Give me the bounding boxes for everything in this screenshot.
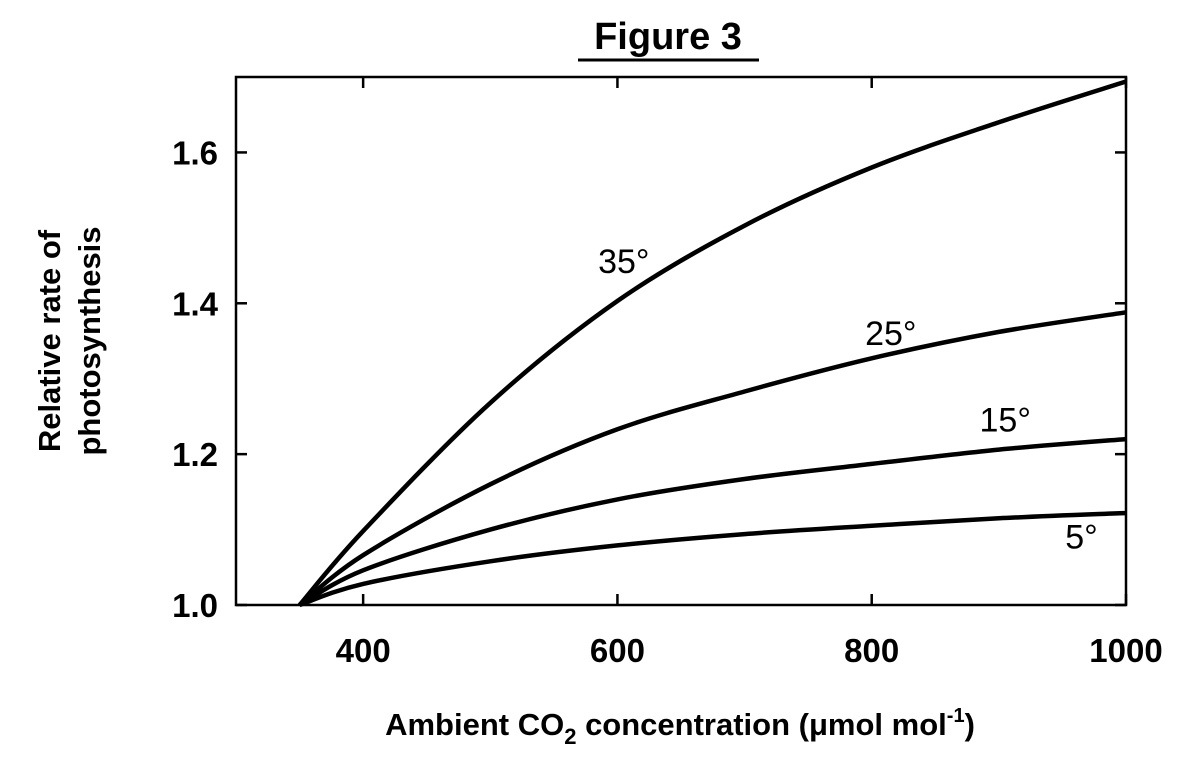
y-tick-label: 1.6 bbox=[172, 134, 218, 171]
ticks: 400 600 800 1000 1.0 1.2 1.4 1.6 bbox=[172, 77, 1163, 669]
series-label: 5° bbox=[1065, 518, 1098, 556]
series-label: 35° bbox=[598, 243, 649, 281]
series-line bbox=[298, 436, 1127, 607]
x-axis-label-subscript: 2 bbox=[564, 724, 576, 749]
x-tick-label: 400 bbox=[336, 632, 391, 669]
y-tick-label: 1.0 bbox=[172, 587, 218, 624]
x-axis-label-superscript: -1 bbox=[947, 705, 965, 727]
series-line bbox=[298, 510, 1127, 608]
y-tick-label: 1.4 bbox=[172, 285, 219, 322]
y-tick-label: 1.2 bbox=[172, 436, 218, 473]
x-tick-label: 1000 bbox=[1089, 632, 1162, 669]
series-label: 15° bbox=[980, 402, 1031, 440]
series-line bbox=[298, 310, 1127, 607]
y-axis-label-line-2: photosynthesis bbox=[72, 226, 107, 455]
y-axis-label-line-1: Relative rate of bbox=[32, 229, 67, 452]
series-line bbox=[297, 79, 1127, 607]
series-labels: 35° 25° 15° 5° bbox=[598, 243, 1098, 556]
x-axis-label-main: Ambient CO bbox=[385, 707, 564, 742]
x-tick-label: 800 bbox=[844, 632, 899, 669]
curves bbox=[297, 79, 1127, 608]
plot-frame bbox=[234, 75, 1128, 607]
x-axis-label-rest: concentration (μmol mol bbox=[576, 707, 946, 742]
series-label: 25° bbox=[865, 315, 916, 353]
x-axis-label-end: ) bbox=[965, 707, 975, 742]
x-axis-label: Ambient CO2 concentration (μmol mol-1) bbox=[385, 705, 975, 749]
x-tick-label: 600 bbox=[590, 632, 645, 669]
y-axis-label: Relative rate of photosynthesis bbox=[32, 226, 107, 455]
chart-title: Figure 3 bbox=[594, 16, 742, 58]
